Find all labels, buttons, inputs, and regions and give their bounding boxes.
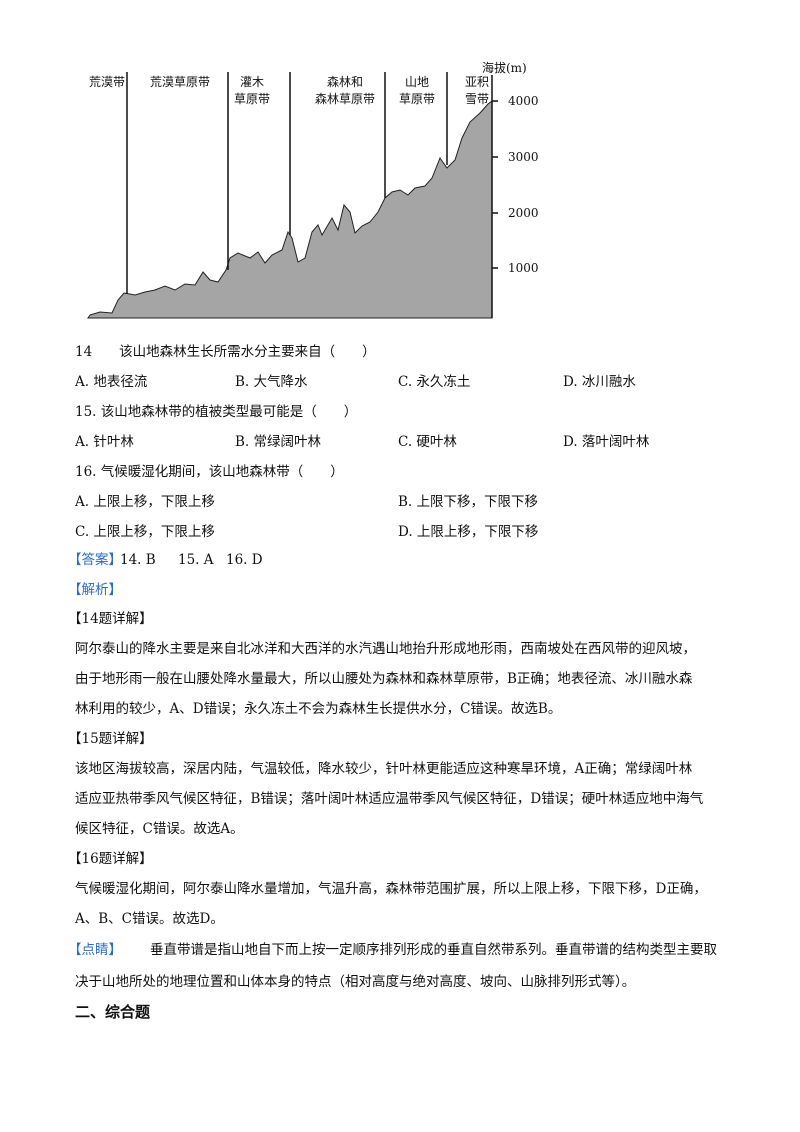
zone-label: 森林和: [327, 74, 363, 89]
question-stem: 16. 气候暖湿化期间，该山地森林带（ ）: [75, 464, 344, 480]
option: D. 冰川融水: [563, 374, 636, 390]
zone-label: 草原带: [234, 92, 270, 106]
zone-label: 荒漠带: [89, 75, 125, 89]
zone-label: 森林草原带: [315, 91, 375, 106]
zone-label: 草原带: [399, 92, 435, 106]
tick-label: 1000: [508, 261, 539, 275]
paragraph-line: 气候暖湿化期间，阿尔泰山降水量增加，气温升高，森林带范围扩展，所以上限上移，下限…: [75, 881, 707, 897]
paragraph-line: 阿尔泰山的降水主要是来自北冰洋和大西洋的水汽遇山地抬升形成地形雨，西南坡处在西风…: [75, 641, 696, 657]
paragraph-line: 该地区海拔较高，深居内陆，气温较低，降水较少，针叶林更能适应这种寒旱环境，A正确…: [75, 761, 693, 777]
option: A. 上限上移，下限上移: [75, 494, 215, 510]
answer-item: 16. D: [226, 552, 263, 568]
section-heading: 【15题详解】: [68, 731, 153, 747]
section-heading: 【14题详解】: [68, 611, 153, 627]
analysis-label: 【解析】: [68, 582, 122, 598]
option: D. 上限上移，下限下移: [398, 524, 539, 540]
note-label: 【点睛】: [68, 942, 122, 958]
question-stem: 15. 该山地森林带的植被类型最可能是（ ）: [75, 404, 358, 420]
option: B. 上限下移，下限下移: [398, 494, 539, 510]
section-heading: 【16题详解】: [68, 851, 153, 867]
paragraph-line: 由于地形雨一般在山腰处降水量最大，所以山腰处为森林和森林草原带，B正确；地表径流…: [75, 671, 693, 687]
option: B. 常绿阔叶林: [235, 434, 322, 450]
mountain-profile: [87, 100, 493, 319]
option: C. 永久冻土: [398, 374, 471, 390]
option: C. 上限上移，下限上移: [75, 524, 215, 540]
paragraph-line: A、B、C错误。故选D。: [75, 911, 224, 927]
option: C. 硬叶林: [398, 434, 457, 450]
option: A. 针叶林: [75, 434, 134, 450]
paragraph-line: 决于山地所处的地理位置和山体本身的特点（相对高度与绝对高度、坡向、山脉排列形式等…: [75, 974, 636, 990]
option: B. 大气降水: [235, 374, 308, 390]
zone-dividers: [126, 72, 498, 318]
answer-item: 15. A: [178, 552, 214, 568]
section-title: 二、综合题: [75, 1003, 151, 1021]
zone-label: 灌木: [240, 75, 264, 89]
paragraph-line: 林利用的较少，A、D错误；永久冻土不会为森林生长提供水分，C错误。故选B。: [75, 701, 562, 717]
paragraph-line: 垂直带谱是指山地自下而上按一定顺序排列形成的垂直自然带系列。垂直带谱的结构类型主…: [150, 942, 717, 958]
zone-label: 亚积: [465, 75, 489, 89]
answer-item: 14. B: [120, 552, 156, 568]
paragraph-line: 候区特征，C错误。故选A。: [75, 821, 244, 837]
question-stem: 14 该山地森林生长所需水分主要来自（ ）: [75, 344, 376, 360]
zone-label: 荒漠草原带: [150, 75, 210, 89]
option: A. 地表径流: [75, 374, 148, 390]
axis-label: 海拔(m): [482, 60, 527, 75]
zone-label: 山地: [405, 75, 429, 89]
zone-label: 雪带: [465, 92, 489, 106]
answer-label: 【答案】: [68, 552, 122, 568]
option: D. 落叶阔叶林: [563, 434, 650, 450]
tick-label: 4000: [508, 94, 539, 108]
paragraph-line: 适应亚热带季风气候区特征，B错误；落叶阔叶林适应温带季风气候区特征，D错误；硬叶…: [75, 791, 704, 807]
tick-label: 2000: [508, 206, 539, 220]
tick-label: 3000: [508, 150, 539, 164]
